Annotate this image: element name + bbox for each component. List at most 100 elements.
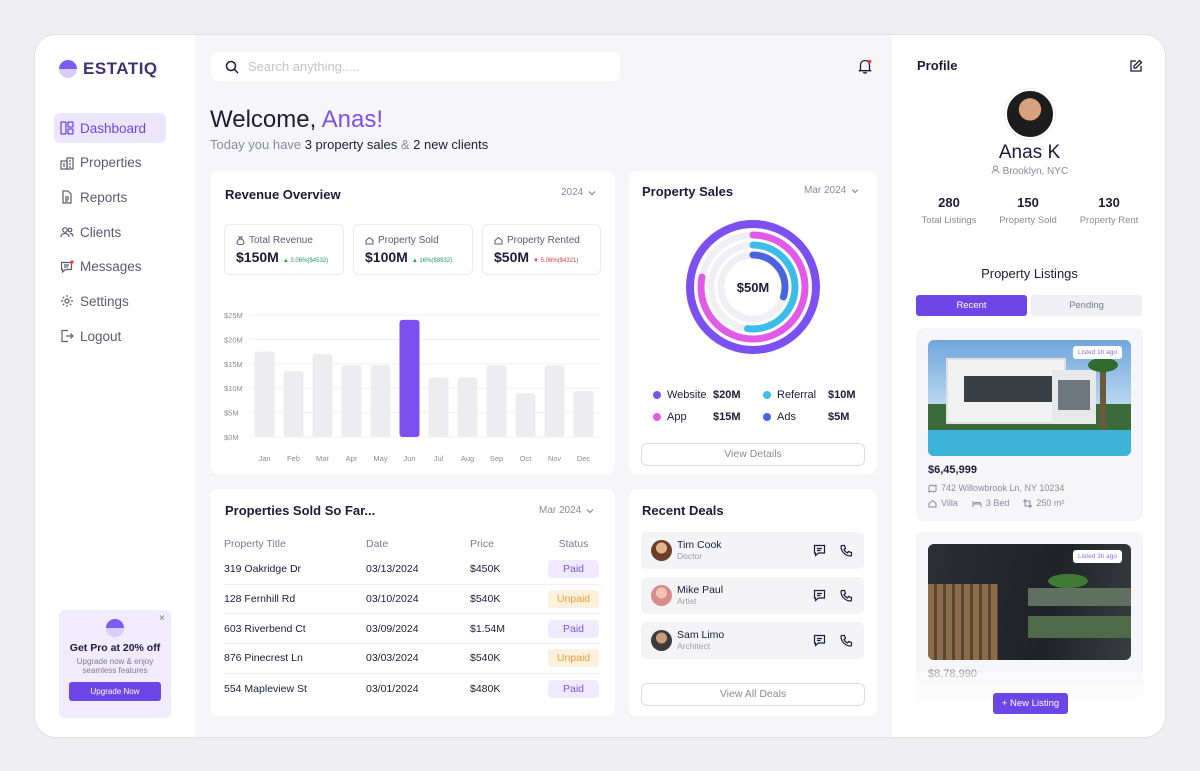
chevron-down-icon <box>586 508 594 513</box>
stat-value: $150M <box>236 249 279 265</box>
chat-icon[interactable] <box>813 634 826 647</box>
chevron-down-icon <box>588 190 596 195</box>
table-header: Property Title Date Price Status <box>224 532 601 555</box>
deal-item[interactable]: Mike Paul Artist <box>641 577 864 614</box>
building-icon <box>60 157 74 170</box>
gear-icon <box>61 295 73 308</box>
brand-logo[interactable]: ESTATIQ <box>59 59 158 79</box>
deal-item[interactable]: Tim Cook Doctor <box>641 532 864 569</box>
stat-change: ▲ 3.06%($4532) <box>282 258 329 264</box>
ring-ads[interactable] <box>717 251 789 323</box>
welcome-subtitle: Today you have 3 property sales & 2 new … <box>210 137 488 152</box>
phone-icon[interactable] <box>840 544 853 557</box>
x-tick-label: Apr <box>346 454 358 463</box>
ring-referral[interactable] <box>707 241 799 333</box>
close-icon[interactable]: × <box>159 613 165 624</box>
promo-subtitle: Upgrade now & enjoy seamless features <box>76 657 154 675</box>
bar-feb[interactable] <box>283 371 304 437</box>
donut-center-value: $50M <box>737 280 770 295</box>
nav-item-dashboard[interactable]: Dashboard <box>54 113 166 143</box>
profile-stat: 150 Property Sold <box>999 195 1057 226</box>
deal-item[interactable]: Sam Limo Architect <box>641 622 864 659</box>
view-details-button[interactable]: View Details <box>641 443 865 466</box>
app-window: ESTATIQ Dashboard Properties Reports Cli… <box>34 34 1166 738</box>
listing-card[interactable]: Listed 3h ago $8,78,990 <box>916 532 1143 722</box>
bar-nov[interactable] <box>544 365 565 437</box>
column-header: Property Title <box>224 537 286 550</box>
table-row[interactable]: 128 Fernhill Rd 03/10/2024 $540K Unpaid <box>224 585 601 615</box>
card-title: Revenue Overview <box>225 187 341 202</box>
year-dropdown[interactable]: 2024 <box>561 187 596 198</box>
y-tick-label: $15M <box>224 360 243 369</box>
table-row[interactable]: 319 Oakridge Dr 03/13/2024 $450K Paid <box>224 555 601 585</box>
bar-sep[interactable] <box>486 365 507 437</box>
ring-app[interactable] <box>697 231 809 343</box>
tab-pending[interactable]: Pending <box>1031 295 1142 316</box>
listing-card[interactable]: Listed 1h ago $6,45,999 742 Willowbrook … <box>916 328 1143 521</box>
table-row[interactable]: 603 Riverbend Ct 03/09/2024 $1.54M Paid <box>224 614 601 645</box>
stat-label: Property Rented <box>507 235 580 246</box>
legend-website: Website $20M <box>653 389 753 401</box>
welcome-sub-amp: & <box>400 137 410 152</box>
profile-panel: Profile Anas K Brooklyn, NYC 280 Total Li… <box>892 35 1165 737</box>
property-sales-card: Property Sales Mar 2024 $50M Website $20M… <box>629 171 877 474</box>
bar-mar[interactable] <box>312 354 333 437</box>
column-header: Status <box>558 537 589 550</box>
status-badge: Unpaid <box>548 649 599 668</box>
stat-label: Total Revenue <box>249 235 313 246</box>
ring-website[interactable] <box>686 220 820 354</box>
bed-icon <box>972 500 982 507</box>
x-tick-label: Feb <box>287 454 300 463</box>
property-image <box>928 340 1131 456</box>
month-dropdown[interactable]: Mar 2024 <box>539 505 594 516</box>
search-input[interactable] <box>248 59 588 74</box>
nav-item-logout[interactable]: Logout <box>54 321 166 351</box>
nav-item-reports[interactable]: Reports <box>54 182 166 212</box>
tab-recent[interactable]: Recent <box>916 295 1027 316</box>
upgrade-button[interactable]: Upgrade Now <box>69 682 161 701</box>
stat-property-rented: Property Rented $50M ▼ 5.06%($4321) <box>482 224 601 275</box>
bar-aug[interactable] <box>457 377 478 437</box>
edit-icon[interactable] <box>1129 59 1143 73</box>
phone-icon[interactable] <box>840 634 853 647</box>
bar-jan[interactable] <box>254 351 275 437</box>
welcome-sub-prefix: Today you have <box>210 137 302 152</box>
view-all-deals-button[interactable]: View All Deals <box>641 683 865 706</box>
properties-sold-card: Properties Sold So Far... Mar 2024 Prope… <box>210 489 615 716</box>
bar-dec[interactable] <box>573 390 594 437</box>
bar-may[interactable] <box>370 365 391 437</box>
nav-item-settings[interactable]: Settings <box>54 286 166 316</box>
new-listing-button[interactable]: + New Listing <box>993 693 1068 714</box>
table-row[interactable]: 554 Mapleview St 03/01/2024 $480K Paid <box>224 674 601 704</box>
column-header: Price <box>470 537 494 550</box>
bar-jun[interactable] <box>399 319 420 437</box>
listed-time-badge: Listed 1h ago <box>1073 346 1123 359</box>
map-icon <box>928 483 937 493</box>
chat-icon[interactable] <box>813 544 826 557</box>
nav-item-messages[interactable]: Messages <box>54 252 166 282</box>
stat-value: $50M <box>494 249 530 265</box>
bar-oct[interactable] <box>515 393 536 437</box>
column-header: Date <box>366 537 389 550</box>
nav-item-clients[interactable]: Clients <box>54 217 166 247</box>
bar-apr[interactable] <box>341 365 362 437</box>
stat-label: Property Sold <box>378 235 439 246</box>
listed-time-badge: Listed 3h ago <box>1073 550 1123 563</box>
welcome-sub-sales: 3 property sales <box>304 137 398 152</box>
x-tick-label: Aug <box>461 454 474 463</box>
bar-jul[interactable] <box>428 377 449 437</box>
table-row[interactable]: 876 Pinecrest Ln 03/03/2024 $540K Unpaid <box>224 644 601 674</box>
home-icon <box>928 499 937 507</box>
avatar[interactable] <box>1005 89 1055 139</box>
y-tick-label: $5M <box>224 409 239 418</box>
nav-label: Dashboard <box>80 120 147 136</box>
x-tick-label: Jun <box>403 454 415 463</box>
chat-icon[interactable] <box>813 589 826 602</box>
month-dropdown[interactable]: Mar 2024 <box>804 185 859 196</box>
notification-bell-icon[interactable] <box>857 58 873 74</box>
recent-deals-card: Recent Deals Tim Cook Doctor Mike Paul A… <box>629 489 877 716</box>
stat-property-sold: Property Sold $100M ▲ 16%($9932) <box>353 224 473 275</box>
nav-item-properties[interactable]: Properties <box>54 148 166 178</box>
dropdown-value: Mar 2024 <box>804 185 847 196</box>
phone-icon[interactable] <box>840 589 853 602</box>
